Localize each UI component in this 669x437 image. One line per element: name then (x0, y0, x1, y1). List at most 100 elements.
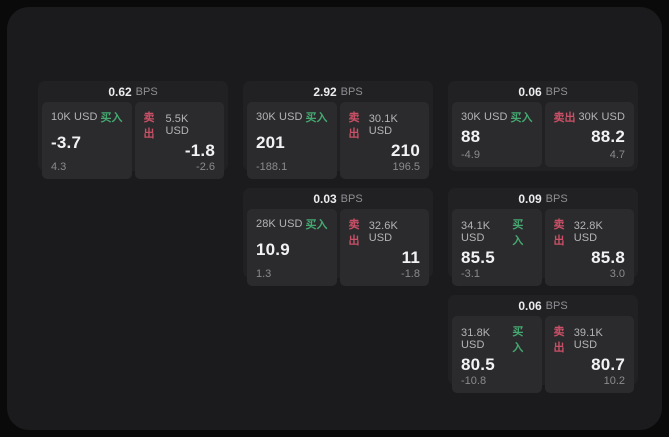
bps-unit-label: BPS (545, 85, 568, 98)
card-header: 0.62 BPS (38, 81, 228, 102)
buy-secondary-value: 4.3 (51, 161, 67, 173)
sell-quote-tile[interactable]: 卖出 32.6K USD 11 -1.8 (339, 209, 429, 286)
sell-secondary-value: 10.2 (603, 375, 625, 387)
buy-tile-header: 34.1K USD 买入 (461, 216, 533, 248)
buy-label: 买入 (100, 112, 123, 124)
bps-value: 0.06 (518, 298, 542, 313)
quote-card: 0.06 BPS 30K USD 买入 88 -4.9 卖出 30K USD 8… (448, 81, 638, 171)
sell-price: 85.8 (591, 248, 625, 267)
sell-tile-header: 卖出 30.1K USD (349, 109, 421, 141)
buy-label: 买入 (510, 112, 533, 124)
card-header: 2.92 BPS (243, 81, 433, 102)
buy-tile-header: 30K USD 买入 (256, 109, 328, 125)
sell-size: 30K USD (578, 111, 625, 123)
buy-size: 28K USD (256, 218, 303, 230)
buy-tile-header: 31.8K USD 买入 (461, 323, 533, 355)
buy-size: 31.8K USD (461, 327, 491, 351)
card-header: 0.09 BPS (448, 188, 638, 209)
sell-label: 卖出 (348, 112, 360, 140)
buy-price: 201 (256, 133, 285, 152)
buy-quote-tile[interactable]: 34.1K USD 买入 85.5 -3.1 (452, 209, 542, 286)
buy-tile-header: 10K USD 买入 (51, 109, 123, 125)
sell-size: 30.1K USD (368, 113, 398, 137)
sell-quote-tile[interactable]: 卖出 30.1K USD 210 196.5 (339, 102, 429, 179)
sell-label: 卖出 (553, 112, 576, 124)
sell-quote-tile[interactable]: 卖出 30K USD 88.2 4.7 (544, 102, 634, 167)
buy-price: 88 (461, 127, 481, 146)
buy-tile-header: 28K USD 买入 (256, 216, 328, 232)
card-header: 0.06 BPS (448, 295, 638, 316)
bps-unit-label: BPS (545, 192, 568, 205)
sell-price: 11 (401, 248, 420, 267)
bps-unit-label: BPS (340, 85, 363, 98)
sell-size: 32.8K USD (573, 220, 603, 244)
bps-unit-label: BPS (135, 85, 158, 98)
buy-label: 买入 (512, 326, 524, 354)
sell-size: 39.1K USD (573, 327, 603, 351)
card-body: 31.8K USD 买入 80.5 -10.8 卖出 39.1K USD 80.… (448, 316, 638, 397)
quote-card: 2.92 BPS 30K USD 买入 201 -188.1 卖出 30.1K … (243, 81, 433, 179)
sell-label: 卖出 (348, 219, 360, 247)
buy-secondary-value: -4.9 (461, 149, 480, 161)
buy-size: 30K USD (461, 111, 508, 123)
sell-tile-header: 卖出 32.8K USD (554, 216, 626, 248)
buy-size: 10K USD (51, 111, 98, 123)
buy-label: 买入 (305, 112, 328, 124)
buy-size: 34.1K USD (461, 220, 491, 244)
bps-value: 2.92 (313, 84, 337, 99)
sell-secondary-value: 3.0 (609, 268, 625, 280)
quote-card: 0.62 BPS 10K USD 买入 -3.7 4.3 卖出 5.5K USD… (38, 81, 228, 179)
sell-secondary-value: -1.8 (401, 268, 420, 280)
buy-label: 买入 (305, 219, 328, 231)
sell-label: 卖出 (553, 219, 565, 247)
sell-tile-header: 卖出 32.6K USD (349, 216, 421, 248)
buy-size: 30K USD (256, 111, 303, 123)
bps-value: 0.62 (108, 84, 132, 99)
bps-value: 0.06 (518, 84, 542, 99)
buy-price: 10.9 (256, 240, 290, 259)
buy-price: 80.5 (461, 355, 495, 374)
buy-label: 买入 (512, 219, 524, 247)
buy-quote-tile[interactable]: 28K USD 买入 10.9 1.3 (247, 209, 337, 286)
card-body: 10K USD 买入 -3.7 4.3 卖出 5.5K USD -1.8 -2.… (38, 102, 228, 183)
sell-price: 80.7 (591, 355, 625, 374)
sell-quote-tile[interactable]: 卖出 5.5K USD -1.8 -2.6 (134, 102, 224, 179)
sell-tile-header: 卖出 30K USD (554, 109, 626, 125)
quote-board-panel: 0.62 BPS 10K USD 买入 -3.7 4.3 卖出 5.5K USD… (7, 7, 662, 430)
buy-tile-header: 30K USD 买入 (461, 109, 533, 125)
bps-unit-label: BPS (340, 192, 363, 205)
sell-quote-tile[interactable]: 卖出 32.8K USD 85.8 3.0 (544, 209, 634, 286)
card-header: 0.03 BPS (243, 188, 433, 209)
buy-price: -3.7 (51, 133, 82, 152)
buy-quote-tile[interactable]: 10K USD 买入 -3.7 4.3 (42, 102, 132, 179)
buy-secondary-value: -10.8 (461, 375, 487, 387)
card-body: 34.1K USD 买入 85.5 -3.1 卖出 32.8K USD 85.8… (448, 209, 638, 290)
sell-size: 5.5K USD (165, 113, 189, 137)
sell-tile-header: 卖出 39.1K USD (554, 323, 626, 355)
buy-secondary-value: -188.1 (256, 161, 288, 173)
card-body: 30K USD 买入 88 -4.9 卖出 30K USD 88.2 4.7 (448, 102, 638, 171)
sell-label: 卖出 (143, 112, 155, 140)
buy-secondary-value: 1.3 (256, 268, 272, 280)
buy-quote-tile[interactable]: 30K USD 买入 88 -4.9 (452, 102, 542, 167)
sell-price: 88.2 (591, 127, 625, 146)
sell-size: 32.6K USD (368, 220, 398, 244)
sell-secondary-value: 4.7 (609, 149, 625, 161)
sell-price: -1.8 (184, 141, 215, 160)
sell-secondary-value: -2.6 (196, 161, 215, 173)
buy-secondary-value: -3.1 (461, 268, 480, 280)
buy-quote-tile[interactable]: 31.8K USD 买入 80.5 -10.8 (452, 316, 542, 393)
quote-card: 0.03 BPS 28K USD 买入 10.9 1.3 卖出 32.6K US… (243, 188, 433, 286)
sell-price: 210 (391, 141, 420, 160)
buy-quote-tile[interactable]: 30K USD 买入 201 -188.1 (247, 102, 337, 179)
card-body: 30K USD 买入 201 -188.1 卖出 30.1K USD 210 1… (243, 102, 433, 183)
quote-card: 0.06 BPS 31.8K USD 买入 80.5 -10.8 卖出 39.1… (448, 295, 638, 393)
card-body: 28K USD 买入 10.9 1.3 卖出 32.6K USD 11 -1.8 (243, 209, 433, 290)
buy-price: 85.5 (461, 248, 495, 267)
sell-tile-header: 卖出 5.5K USD (144, 109, 216, 141)
sell-secondary-value: 196.5 (392, 161, 420, 173)
sell-label: 卖出 (553, 326, 565, 354)
bps-unit-label: BPS (545, 299, 568, 312)
quote-card: 0.09 BPS 34.1K USD 买入 85.5 -3.1 卖出 32.8K… (448, 188, 638, 286)
sell-quote-tile[interactable]: 卖出 39.1K USD 80.7 10.2 (544, 316, 634, 393)
